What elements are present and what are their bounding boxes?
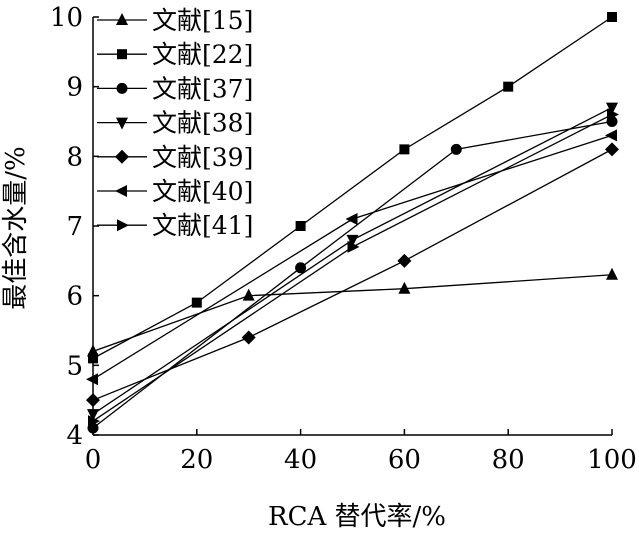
x-axis-title: RCA 替代率/% (268, 502, 446, 532)
legend-marker (116, 82, 128, 94)
x-tick-label: 0 (85, 445, 102, 475)
x-tick-label: 80 (492, 445, 525, 475)
legend-item: 文献[39] (97, 143, 253, 172)
data-point (607, 12, 617, 22)
y-tick-label: 4 (66, 421, 83, 451)
data-point (450, 143, 462, 155)
legend-item: 文献[38] (97, 109, 253, 138)
legend-label: 文献[40] (152, 177, 253, 206)
legend-label: 文献[22] (152, 40, 253, 69)
data-point (87, 409, 99, 422)
legend-label: 文献[41] (152, 211, 253, 240)
data-point (295, 262, 307, 274)
data-point (86, 373, 98, 386)
y-tick-label: 7 (66, 212, 83, 242)
y-tick-label: 5 (66, 351, 83, 381)
series-layer (86, 12, 619, 434)
legend-marker (115, 185, 127, 197)
y-axis-title: 最佳含水量/% (1, 146, 31, 309)
series-line (92, 274, 613, 353)
legend-marker (117, 49, 127, 60)
y-tick-label: 8 (66, 142, 83, 172)
data-point (399, 144, 410, 155)
data-point (191, 297, 202, 308)
x-tick-label: 20 (180, 445, 213, 475)
y-tick-label: 9 (66, 73, 83, 103)
legend-label: 文献[15] (152, 6, 253, 35)
legend-item: 文献[22] (97, 40, 253, 69)
x-tick-label: 60 (388, 445, 421, 475)
data-point (88, 353, 98, 364)
series-line (92, 120, 613, 429)
data-point (241, 330, 256, 345)
series-line (92, 134, 613, 380)
series-6 (86, 129, 617, 386)
data-point (86, 393, 100, 408)
legend-label: 文献[39] (152, 143, 253, 172)
data-point (606, 102, 618, 115)
data-point (88, 415, 100, 428)
legend-label: 文献[38] (152, 109, 253, 138)
data-point (346, 234, 359, 247)
y-tick-label: 6 (66, 282, 83, 312)
data-point (347, 240, 360, 253)
data-point (242, 288, 255, 301)
legend-marker (116, 117, 128, 130)
series-7 (88, 108, 619, 428)
legend-item: 文献[41] (97, 211, 253, 240)
legend-item: 文献[40] (97, 177, 253, 206)
series-2 (88, 12, 617, 364)
data-point (397, 253, 412, 268)
legend: 文献[15] 文献[22] 文献[37] 文献[38] 文献[39] 文献[40] 文献[4… (97, 6, 253, 240)
data-point (605, 142, 619, 157)
y-tick-label: 10 (50, 3, 83, 33)
data-point (605, 129, 617, 142)
data-point (345, 213, 358, 226)
legend-marker (116, 13, 128, 25)
legend-item: 文献[15] (97, 6, 253, 35)
data-point (503, 81, 514, 92)
data-point (607, 108, 619, 121)
series-4 (87, 102, 618, 422)
x-tick-label: 100 (587, 445, 637, 475)
data-point (606, 267, 618, 280)
legend-label: 文献[37] (152, 74, 253, 103)
legend-marker (117, 219, 129, 232)
series-line (92, 16, 613, 359)
x-tick-label: 40 (284, 445, 317, 475)
series-1 (87, 267, 618, 357)
legend-marker (115, 149, 129, 164)
legend-item: 文献[37] (97, 74, 253, 103)
data-point (295, 221, 306, 231)
data-point (398, 281, 411, 294)
